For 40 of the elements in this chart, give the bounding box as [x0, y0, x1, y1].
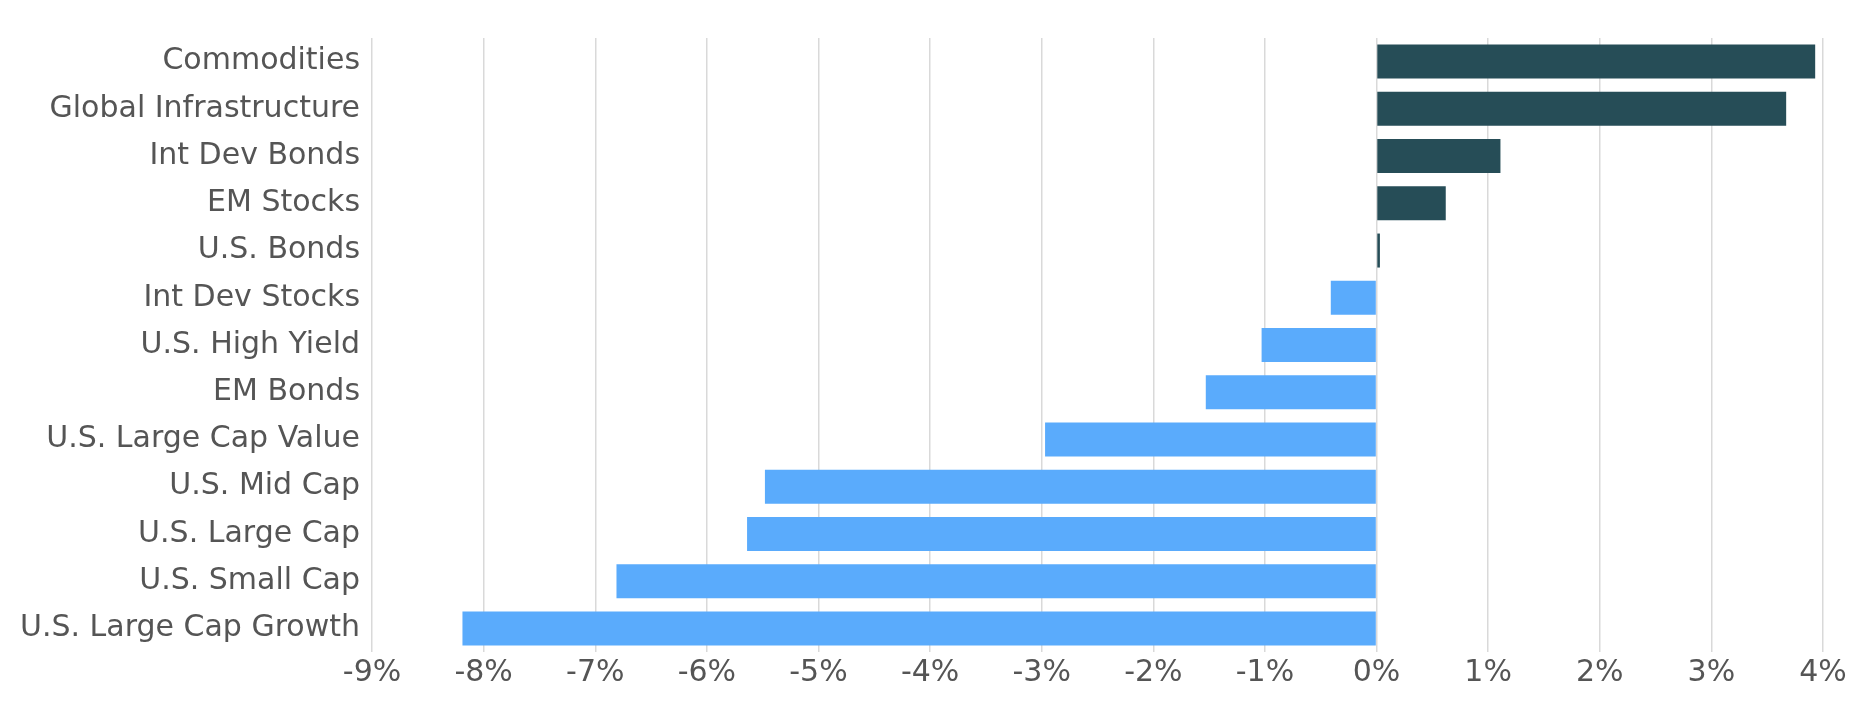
bar [764, 469, 1376, 504]
y-tick-label: U.S. Mid Cap [169, 466, 361, 502]
y-tick-label: EM Bonds [213, 372, 361, 408]
bar [1377, 139, 1501, 174]
bar [1377, 233, 1380, 268]
bar [747, 516, 1376, 551]
y-tick-label: U.S. Bonds [197, 230, 361, 266]
y-tick-label: Int Dev Bonds [149, 135, 361, 171]
y-tick-label: Int Dev Stocks [143, 277, 361, 313]
x-tick-label: 0% [1352, 652, 1401, 688]
x-tick-label: 1% [1464, 652, 1512, 688]
x-tick-label: -8% [454, 652, 513, 688]
y-tick-label: U.S. Small Cap [139, 560, 361, 596]
bar [1205, 375, 1376, 410]
x-tick-label: 4% [1799, 652, 1847, 688]
x-tick-label: -3% [1012, 652, 1071, 688]
y-tick-label: U.S. High Yield [140, 324, 361, 360]
bar [1045, 422, 1376, 457]
y-tick-label: EM Stocks [207, 183, 361, 219]
bar [1330, 280, 1376, 315]
bar [1377, 91, 1787, 126]
bar [1377, 186, 1446, 221]
bar [1377, 44, 1816, 79]
y-tick-label: U.S. Large Cap Growth [19, 608, 361, 644]
x-tick-label: -6% [677, 652, 737, 688]
x-tick-label: -1% [1235, 652, 1295, 688]
x-tick-label: -5% [789, 652, 848, 688]
x-tick-label: -7% [566, 652, 625, 688]
bar [616, 564, 1376, 599]
y-tick-label: U.S. Large Cap Value [46, 419, 361, 455]
bar [1261, 328, 1376, 362]
x-tick-label: -9% [342, 652, 402, 688]
x-tick-label: 2% [1575, 652, 1624, 688]
x-tick-label: -4% [900, 652, 960, 688]
y-tick-label: U.S. Large Cap [138, 513, 361, 549]
y-tick-label: Global Infrastructure [49, 88, 361, 124]
y-tick-label: Commodities [162, 41, 361, 77]
x-tick-label: -2% [1124, 652, 1183, 688]
bar [462, 611, 1376, 646]
x-tick-label: 3% [1687, 652, 1736, 688]
